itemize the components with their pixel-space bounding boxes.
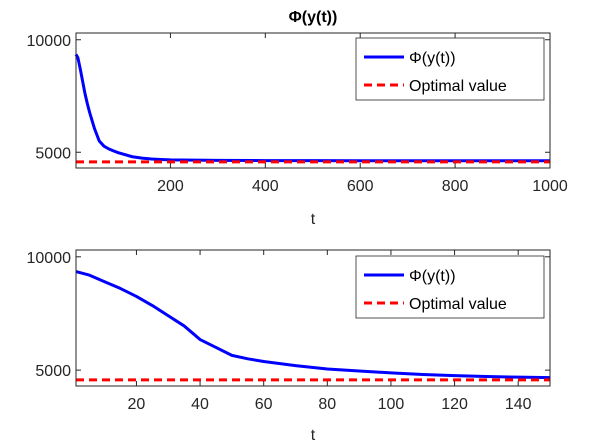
bottom-y-tick-label: 5000 bbox=[35, 363, 71, 380]
top-y-tick-label: 10000 bbox=[27, 33, 72, 50]
bottom-legend-label-phi: Φ(y(t)) bbox=[409, 268, 456, 285]
bottom-x-tick-label: 20 bbox=[128, 396, 146, 413]
top-chart-title: Φ(y(t)) bbox=[289, 9, 338, 26]
bottom-x-tick-label: 60 bbox=[255, 396, 273, 413]
bottom-y-tick-label: 10000 bbox=[27, 250, 72, 267]
top-legend-label-optimal: Optimal value bbox=[409, 78, 507, 95]
top-x-axis-title: t bbox=[311, 211, 316, 228]
bottom-legend: Φ(y(t)) Optimal value bbox=[356, 256, 544, 318]
bottom-x-tick-label: 100 bbox=[378, 396, 405, 413]
top-x-tick-label: 400 bbox=[252, 178, 279, 195]
bottom-x-tick-label: 120 bbox=[441, 396, 468, 413]
top-x-tick-label: 800 bbox=[442, 178, 469, 195]
bottom-x-tick-label: 80 bbox=[318, 396, 336, 413]
top-y-tick-label: 5000 bbox=[35, 145, 71, 162]
bottom-panel: 20 40 60 80 100 120 140 5000 10000 t Φ(y(t)) Opt… bbox=[27, 250, 551, 442]
bottom-x-tick-label: 140 bbox=[505, 396, 532, 413]
top-legend: Φ(y(t)) Optimal value bbox=[356, 38, 544, 100]
bottom-x-tick-label: 40 bbox=[191, 396, 209, 413]
bottom-legend-label-optimal: Optimal value bbox=[409, 296, 507, 313]
top-x-tick-label: 1000 bbox=[532, 178, 568, 195]
bottom-x-axis-title: t bbox=[311, 427, 316, 442]
top-x-tick-label: 200 bbox=[157, 178, 184, 195]
top-panel: Φ(y(t)) 200 400 600 800 1000 5000 10000 t Φ(y(… bbox=[27, 9, 568, 228]
top-x-tick-label: 600 bbox=[347, 178, 374, 195]
top-legend-label-phi: Φ(y(t)) bbox=[409, 50, 456, 67]
